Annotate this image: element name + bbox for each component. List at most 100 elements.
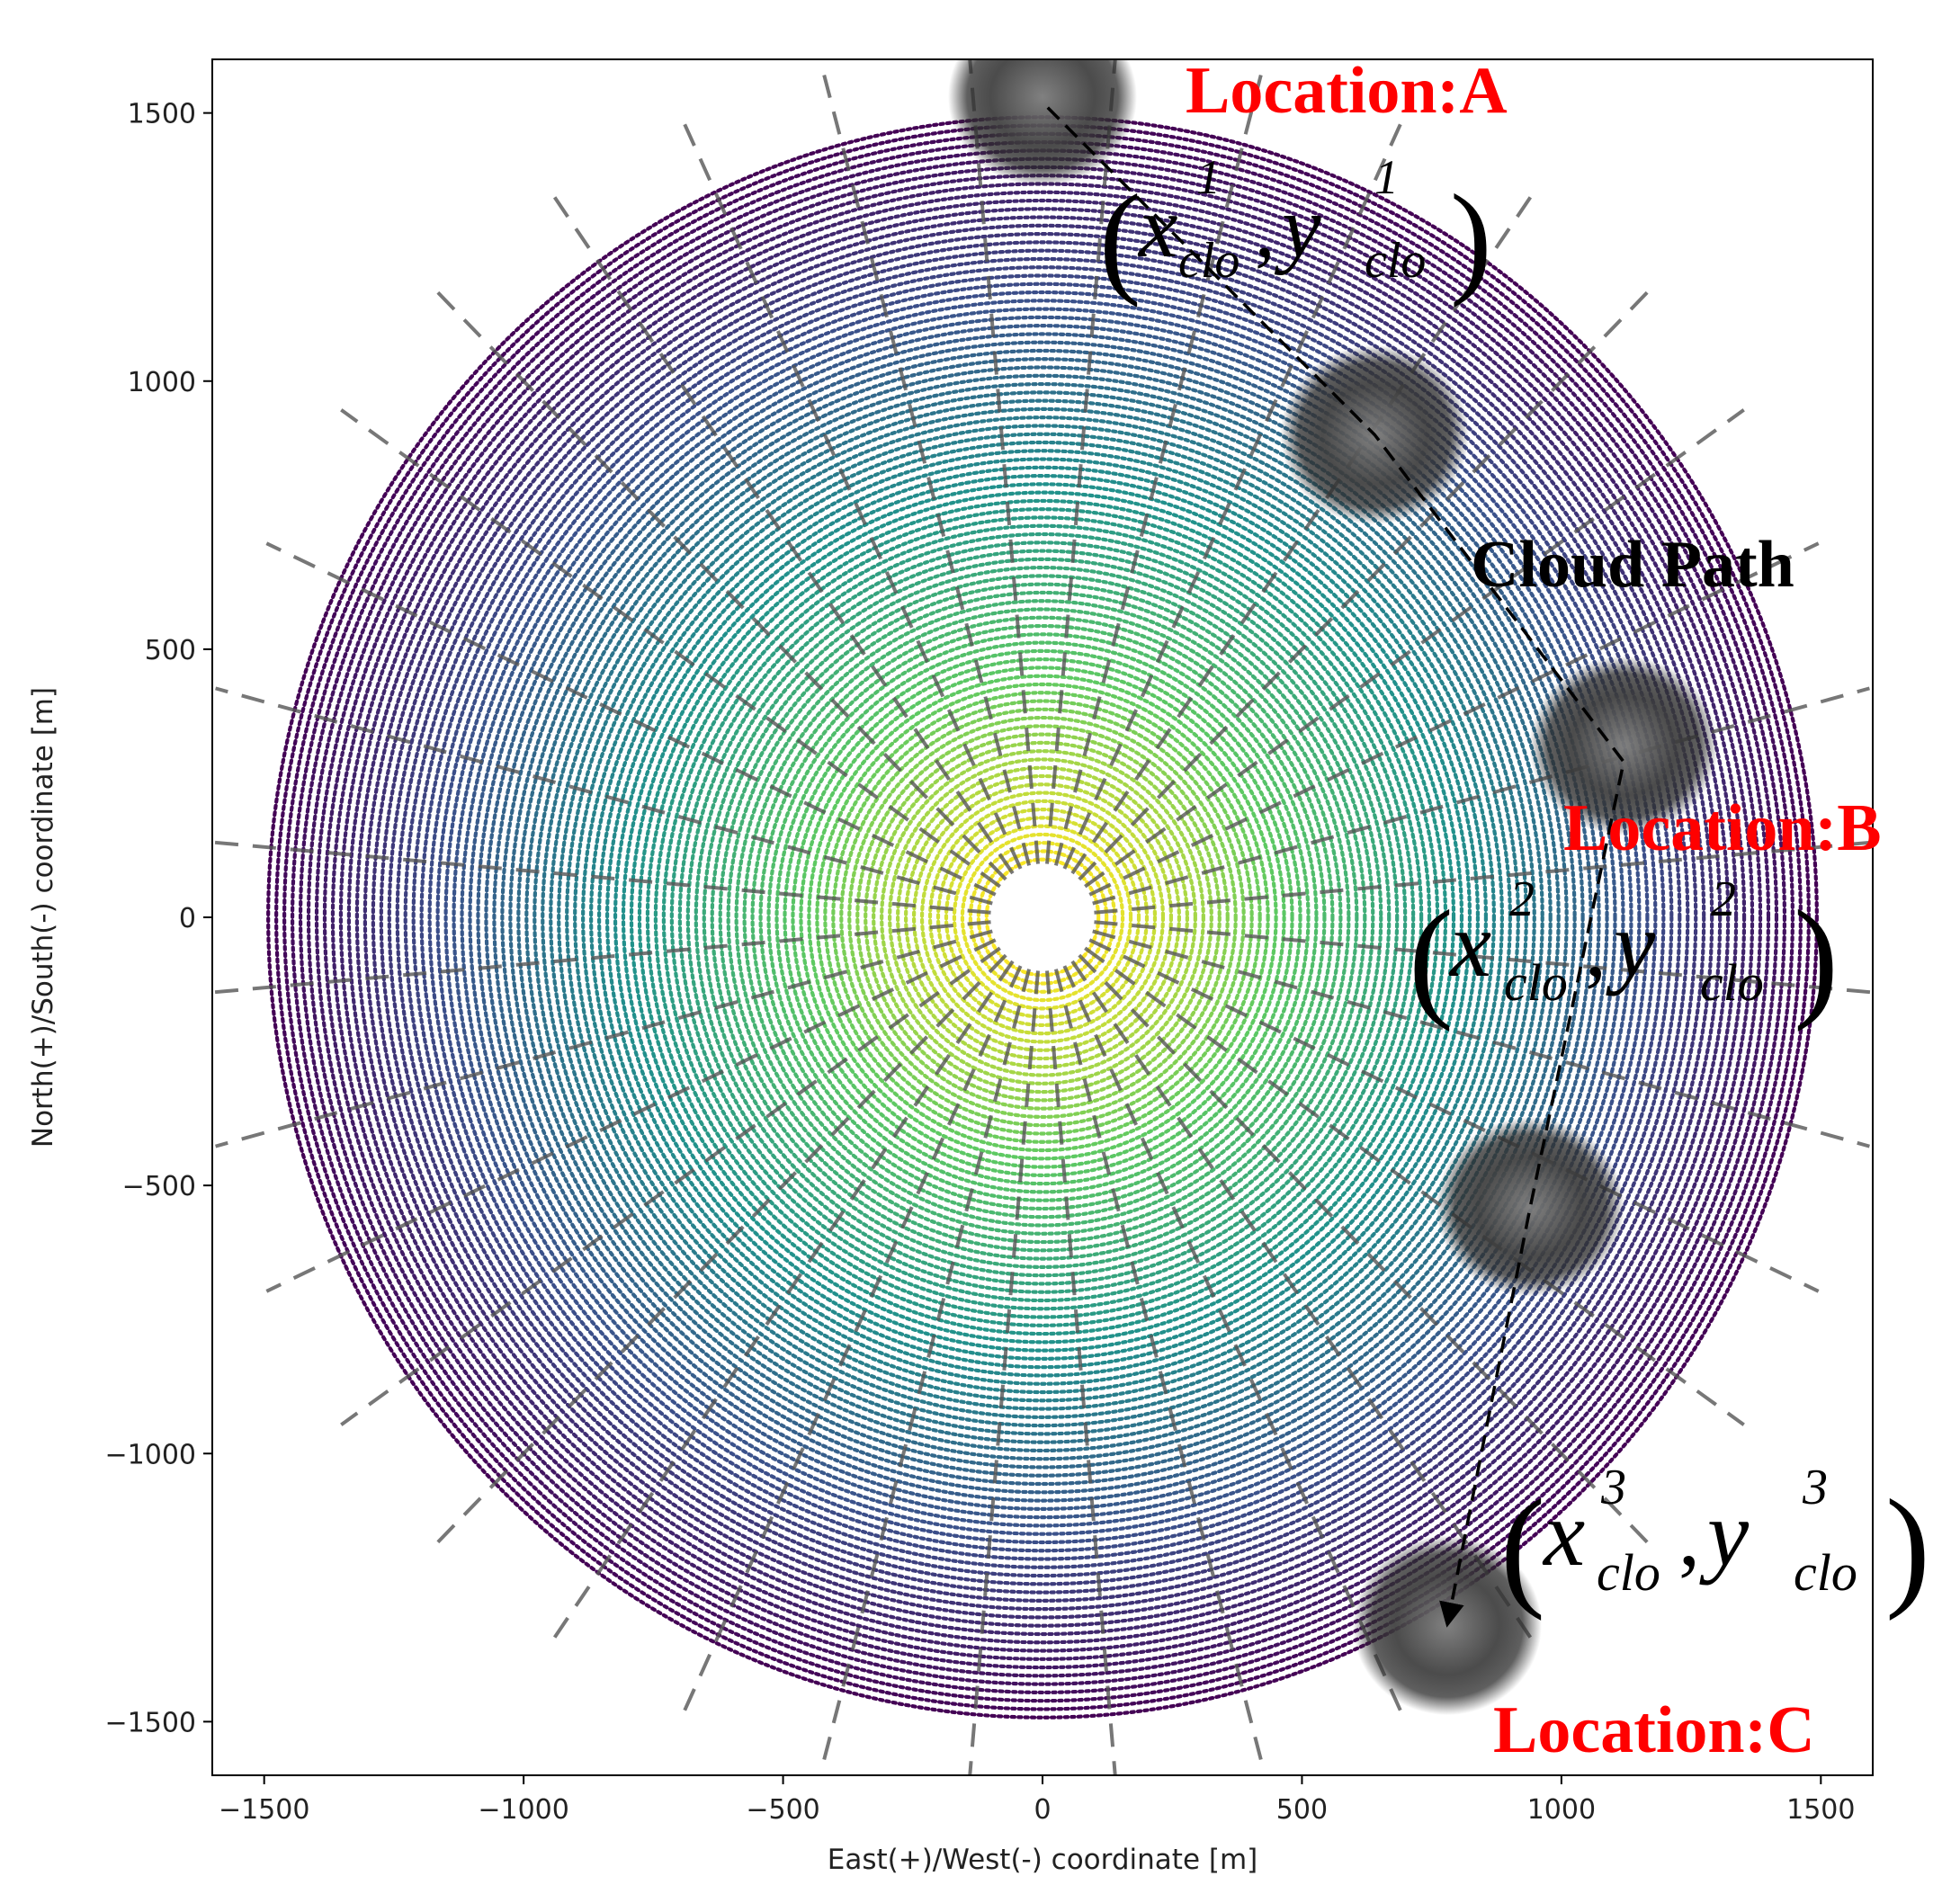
heliostat-ring (604, 465, 1481, 1370)
heliostat-ring (758, 623, 1327, 1211)
radial-dashed-line (1053, 62, 1266, 866)
heliostat-ring (371, 223, 1714, 1612)
radial-dashed-line (968, 59, 1040, 864)
coord-sup: 2 (1509, 871, 1535, 927)
coord-comma: , (1255, 185, 1275, 274)
heliostat-ring (791, 657, 1294, 1177)
y-tick-label: −1500 (105, 1707, 196, 1738)
heliostat-ring (403, 256, 1682, 1578)
heliostat-ring (903, 773, 1182, 1061)
heliostat-ring (468, 324, 1617, 1511)
heliostat-ring (888, 757, 1197, 1077)
coord-sub: clo (1178, 233, 1240, 289)
radial-dashed-line (550, 960, 1015, 1644)
clouds (948, 59, 1719, 1716)
heliostat-ring (443, 299, 1642, 1536)
heliostat-ring (452, 307, 1633, 1528)
heliostat-ring (435, 290, 1650, 1545)
heliostat-ring (685, 549, 1400, 1286)
radial-dashed-line (212, 920, 991, 995)
radial-dashed-line (678, 965, 1023, 1720)
coord-label-1: ( x 1 clo , y 1 clo ) (1099, 150, 1492, 308)
heliostat-ring (565, 424, 1520, 1411)
heliostat-ring (484, 340, 1601, 1495)
radial-dashed-line (1088, 938, 1820, 1293)
x-tick-label: −1500 (219, 1794, 309, 1826)
coord-x: x (1137, 179, 1178, 276)
x-tick-label: 0 (1034, 1794, 1051, 1826)
heliostat-ring (387, 240, 1698, 1595)
x-tick-label: 500 (1276, 1794, 1328, 1826)
coord-label-3: ( x 3 clo , y 3 clo ) (1500, 1460, 1930, 1622)
y-tick-label: −500 (122, 1171, 196, 1202)
radial-dashed-line (1070, 960, 1535, 1644)
radial-dashed-line (1045, 59, 1117, 864)
heliostat-ring (984, 857, 1101, 978)
radial-dashed-line (678, 114, 1023, 870)
coord-sup: 1 (1196, 150, 1221, 204)
heliostat-ring (354, 207, 1731, 1628)
heliostat-ring (847, 715, 1238, 1120)
heliostat-ring (524, 381, 1561, 1453)
heliostat-ring (880, 749, 1205, 1085)
radial-dashed-line (1045, 970, 1117, 1775)
location-c-label: Location:C (1493, 1693, 1815, 1767)
heliostat-ring (637, 498, 1448, 1336)
heliostat-ring (919, 791, 1166, 1044)
y-tick-label: 1500 (128, 99, 196, 130)
radial-dashed-line (819, 969, 1032, 1773)
coord-sub: clo (1597, 1543, 1660, 1602)
radial-dashed-line (340, 946, 1001, 1426)
x-axis-label: East(+)/West(-) coordinate [m] (828, 1844, 1258, 1876)
paren-close: ) (1450, 169, 1492, 308)
heliostat-ring (613, 473, 1472, 1362)
heliostat-ring (508, 365, 1577, 1470)
heliostat-ring (799, 666, 1286, 1169)
coord-sub: clo (1365, 233, 1426, 289)
heliostat-ring (710, 574, 1375, 1261)
heliostat-ring (338, 190, 1747, 1645)
plot-area (212, 59, 1873, 1775)
coord-sub: clo (1700, 953, 1764, 1012)
heliostat-ring (379, 232, 1706, 1603)
heliostat-ring (645, 507, 1440, 1327)
paren-open: ( (1500, 1472, 1545, 1622)
cloud-path-label: Cloud Path (1471, 528, 1794, 602)
radial-dashed-line (1092, 686, 1870, 906)
radial-dashed-line (1078, 953, 1650, 1545)
radial-dashed-line (435, 953, 1007, 1545)
heliostat-ring (815, 682, 1270, 1153)
radial-dashed-line (1062, 114, 1407, 870)
x-tick-label: −1000 (478, 1794, 568, 1826)
heliostat-ring (734, 599, 1351, 1236)
heliostat-ring (726, 590, 1359, 1245)
radial-dashed-line (1088, 541, 1820, 897)
heliostat-ring (427, 281, 1658, 1553)
radial-dashed-lines (212, 59, 1873, 1775)
radial-dashed-line (1053, 969, 1266, 1773)
heliostat-ring (831, 699, 1254, 1136)
radial-dashed-line (1084, 946, 1745, 1426)
cloud (1436, 1116, 1625, 1297)
coord-sup: 2 (1711, 871, 1736, 927)
heliostat-ring (541, 398, 1544, 1436)
heliostat-ring (346, 198, 1739, 1637)
radial-dashed-line (1070, 191, 1535, 875)
heliostat-ring (500, 357, 1585, 1478)
heliostat-ring (533, 390, 1553, 1444)
x-tick-label: 1500 (1786, 1794, 1855, 1826)
y-tick-label: −1000 (105, 1439, 196, 1470)
location-a-label: Location:A (1186, 54, 1508, 128)
y-tick-label: 0 (179, 903, 196, 934)
radial-dashed-line (1062, 965, 1407, 1720)
heliostat-ring (694, 557, 1392, 1278)
radial-dashed-line (265, 938, 997, 1293)
radial-dashed-line (819, 62, 1032, 866)
heliostat-ring (669, 532, 1416, 1303)
coord-x: x (1448, 893, 1491, 996)
y-tick-label: 500 (145, 635, 196, 666)
radial-dashed-line (968, 970, 1040, 1775)
heliostat-ring (750, 615, 1335, 1219)
heliostat-ring (573, 432, 1512, 1403)
heliostat-ring (896, 765, 1189, 1069)
